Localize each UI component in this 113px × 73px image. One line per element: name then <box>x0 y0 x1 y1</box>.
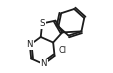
Text: N: N <box>26 40 33 49</box>
Text: Cl: Cl <box>58 45 66 55</box>
Text: S: S <box>39 19 45 28</box>
Text: N: N <box>40 59 46 68</box>
